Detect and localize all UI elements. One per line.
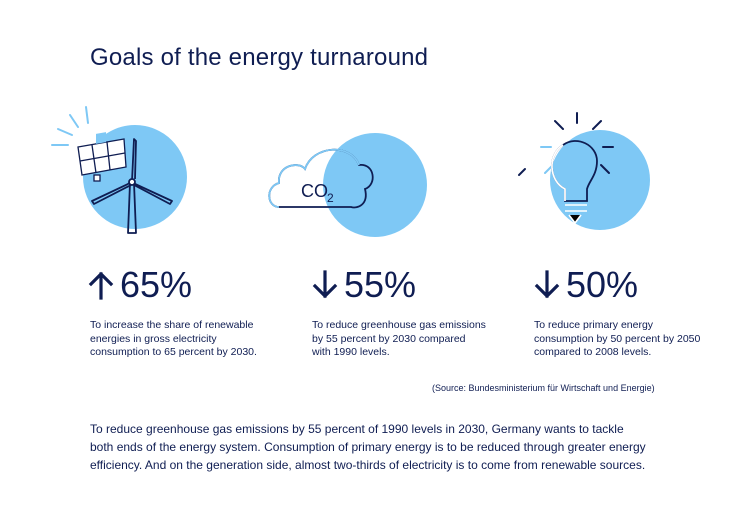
arrow-up-icon — [88, 271, 114, 300]
co2-cloud-icon: CO 2 — [265, 105, 445, 245]
arrow-down-icon — [534, 270, 560, 299]
stat-consumption: 50% — [534, 265, 638, 305]
goal-description-renewables: To increase the share of renewable energ… — [90, 319, 257, 358]
stat-value: 65% — [120, 264, 193, 305]
co2-subscript: 2 — [327, 191, 334, 205]
light-bulb-icon — [505, 105, 685, 245]
stat-emissions: 55% — [312, 265, 416, 305]
stat-value: 55% — [344, 264, 417, 305]
wind-solar-icon — [50, 105, 230, 245]
body-paragraph: To reduce greenhouse gas emissions by 55… — [90, 422, 646, 472]
page-title: Goals of the energy turnaround — [90, 44, 429, 71]
stat-renewables: 65% — [88, 265, 192, 305]
goal-description-consumption: To reduce primary energy consumption by … — [534, 319, 701, 358]
source-note: (Source: Bundesministerium für Wirtschaf… — [432, 383, 655, 393]
stat-value: 50% — [566, 264, 639, 305]
goal-description-emissions: To reduce greenhouse gas emissions by 55… — [312, 319, 486, 358]
co2-label: CO — [301, 181, 328, 201]
arrow-down-icon — [312, 270, 338, 299]
